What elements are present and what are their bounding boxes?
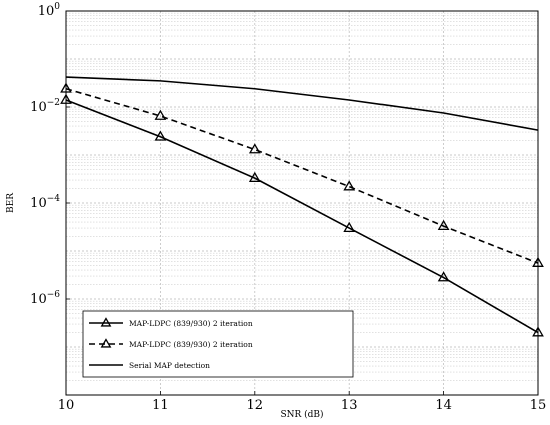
series-line <box>65 76 539 131</box>
series-1 <box>60 93 544 337</box>
y-tick-label: 100 <box>38 2 61 19</box>
series-layer <box>60 76 544 337</box>
legend-label: MAP-LDPC (839/930) 2 iteration <box>129 319 253 328</box>
series-3 <box>65 76 539 131</box>
x-axis-ticks: 10 11 12 13 14 15 <box>58 391 547 413</box>
data-point-triangle <box>248 143 261 154</box>
data-point-triangle <box>437 219 450 231</box>
series-line <box>65 87 539 264</box>
x-tick-label: 10 <box>58 398 75 413</box>
series-line <box>65 99 539 334</box>
x-tick-label: 12 <box>247 398 264 413</box>
x-tick-label: 13 <box>341 398 358 413</box>
legend-box <box>82 310 354 378</box>
data-point-triangle <box>343 180 356 191</box>
x-tick-label: 11 <box>152 398 169 413</box>
legend-item-3: Serial MAP detection <box>89 361 210 370</box>
minor-gridlines <box>66 12 538 381</box>
legend-label: MAP-LDPC (839/930) 2 iteration <box>129 340 253 349</box>
data-point-triangle <box>100 338 112 348</box>
legend-item-1: MAP-LDPC (839/930) 2 iteration <box>89 317 253 328</box>
data-point-triangle <box>343 221 356 232</box>
y-tick-label: 10−6 <box>30 290 60 307</box>
data-point-triangle <box>437 271 450 282</box>
data-point-triangle <box>248 171 261 183</box>
legend-label: Serial MAP detection <box>129 361 210 370</box>
legend: MAP-LDPC (839/930) 2 iteration MAP-LDPC (… <box>82 310 354 378</box>
x-axis-title: SNR (dB) <box>280 409 323 420</box>
legend-item-2: MAP-LDPC (839/930) 2 iteration <box>89 338 253 349</box>
data-point-triangle <box>100 317 112 327</box>
data-point-triangle <box>154 109 167 120</box>
data-point-triangle <box>154 130 167 141</box>
y-tick-label: 10−2 <box>30 98 60 115</box>
y-axis-ticks: 100 10−2 10−4 10−6 <box>30 2 70 307</box>
series-2 <box>60 82 544 267</box>
x-tick-label: 15 <box>530 398 547 413</box>
x-tick-label: 14 <box>435 398 452 413</box>
y-axis-title: BER <box>6 193 16 213</box>
y-tick-label: 10−4 <box>30 194 60 211</box>
